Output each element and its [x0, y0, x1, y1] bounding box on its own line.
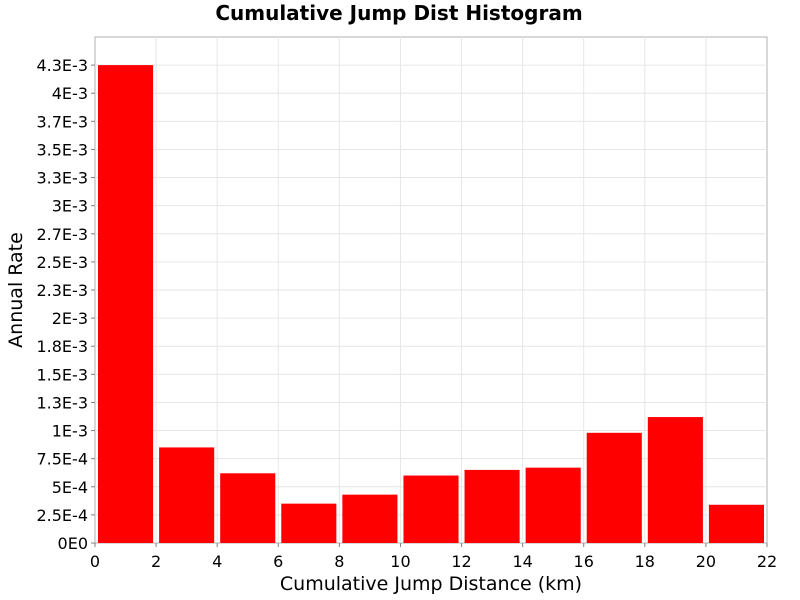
- histogram-bar: [525, 467, 581, 543]
- histogram-bar: [647, 417, 703, 543]
- y-tick-label: 7.5E-4: [36, 450, 88, 469]
- y-tick-label: 3.5E-3: [36, 140, 88, 159]
- histogram-bar: [586, 432, 642, 543]
- x-tick-label: 18: [635, 552, 655, 571]
- y-tick-label: 5E-4: [52, 478, 88, 497]
- x-tick-label: 14: [512, 552, 532, 571]
- y-tick-label: 2.3E-3: [36, 281, 88, 300]
- y-tick-label: 3.7E-3: [36, 112, 88, 131]
- x-tick-label: 22: [757, 552, 777, 571]
- chart-title: Cumulative Jump Dist Histogram: [215, 1, 582, 25]
- histogram-bar: [159, 447, 215, 543]
- x-tick-label: 12: [451, 552, 471, 571]
- bar-series: [98, 65, 764, 543]
- x-tick-label: 20: [696, 552, 716, 571]
- histogram-bar: [342, 494, 398, 543]
- y-tick-label: 2.5E-3: [36, 253, 88, 272]
- y-tick-label: 1.3E-3: [36, 393, 88, 412]
- y-tick-label: 2E-3: [52, 309, 88, 328]
- x-axis-label: Cumulative Jump Distance (km): [280, 573, 582, 595]
- y-axis: 0E0 2.5E-4 5E-4 7.5E-4 1E-3 1.3E-3 1.5E-3 1.8E-…: [36, 56, 95, 553]
- x-tick-label: 16: [574, 552, 594, 571]
- y-tick-label: 2.7E-3: [36, 225, 88, 244]
- histogram-bar: [464, 469, 520, 543]
- x-tick-label: 0: [90, 552, 100, 571]
- y-tick-label: 0E0: [58, 534, 88, 553]
- x-tick-label: 8: [334, 552, 344, 571]
- y-tick-label: 1.8E-3: [36, 337, 88, 356]
- y-tick-label: 4.3E-3: [36, 56, 88, 75]
- x-tick-label: 6: [273, 552, 283, 571]
- y-tick-label: 2.5E-4: [36, 506, 88, 525]
- histogram-bar: [708, 504, 764, 543]
- histogram-bar: [281, 503, 337, 543]
- histogram-bar: [220, 473, 276, 543]
- y-tick-label: 1.5E-3: [36, 365, 88, 384]
- y-tick-label: 3E-3: [52, 197, 88, 216]
- y-tick-label: 3.3E-3: [36, 169, 88, 188]
- y-tick-label: 1E-3: [52, 422, 88, 441]
- x-tick-label: 10: [390, 552, 410, 571]
- histogram-bar: [98, 65, 154, 543]
- x-tick-label: 2: [151, 552, 161, 571]
- histogram-bar: [403, 475, 459, 543]
- x-tick-label: 4: [212, 552, 222, 571]
- y-axis-label: Annual Rate: [5, 232, 27, 348]
- y-tick-label: 4E-3: [52, 84, 88, 103]
- x-axis: 0 2 4 6 8 10 12 14 16 18 20 22: [90, 543, 777, 571]
